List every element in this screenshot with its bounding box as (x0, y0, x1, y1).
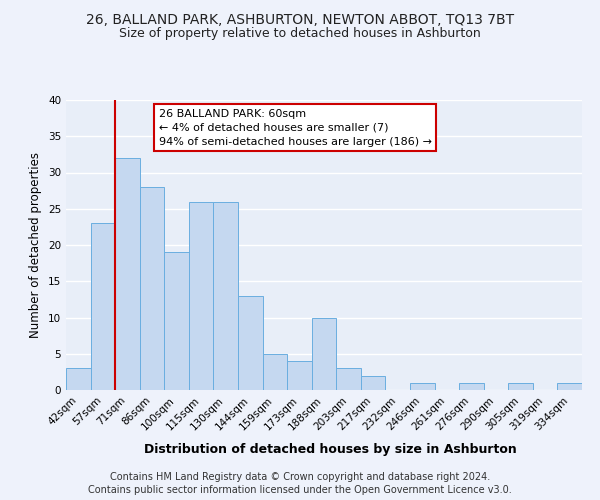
Bar (140, 187, 164, 390)
Text: Contains HM Land Registry data © Crown copyright and database right 2024.: Contains HM Land Registry data © Crown c… (110, 472, 490, 482)
Bar (336, 368, 361, 390)
Bar (189, 202, 214, 390)
Bar (238, 296, 263, 390)
Bar (557, 383, 582, 390)
Bar (508, 383, 533, 390)
Bar (115, 158, 140, 390)
Bar (214, 202, 238, 390)
Y-axis label: Number of detached properties: Number of detached properties (29, 152, 43, 338)
Bar (91, 223, 115, 390)
Text: 26, BALLAND PARK, ASHBURTON, NEWTON ABBOT, TQ13 7BT: 26, BALLAND PARK, ASHBURTON, NEWTON ABBO… (86, 12, 514, 26)
Bar (459, 383, 484, 390)
Bar (164, 252, 189, 390)
Bar (312, 318, 336, 390)
Bar (287, 361, 312, 390)
Bar (66, 368, 91, 390)
Bar (410, 383, 434, 390)
Bar (263, 354, 287, 390)
Text: Distribution of detached houses by size in Ashburton: Distribution of detached houses by size … (143, 442, 517, 456)
Text: Contains public sector information licensed under the Open Government Licence v3: Contains public sector information licen… (88, 485, 512, 495)
Bar (361, 376, 385, 390)
Text: Size of property relative to detached houses in Ashburton: Size of property relative to detached ho… (119, 28, 481, 40)
Text: 26 BALLAND PARK: 60sqm
← 4% of detached houses are smaller (7)
94% of semi-detac: 26 BALLAND PARK: 60sqm ← 4% of detached … (159, 108, 432, 146)
